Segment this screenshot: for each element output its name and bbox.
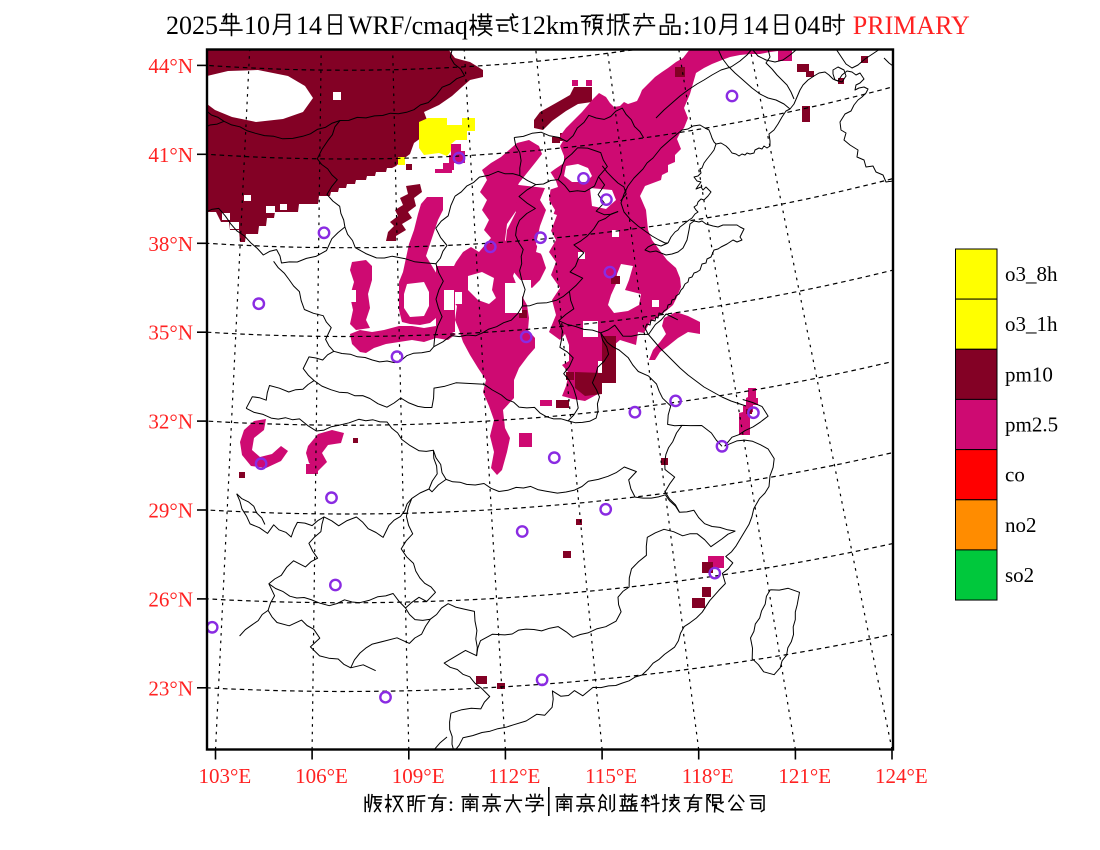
- svg-text:co: co: [1005, 463, 1025, 487]
- svg-text:pm2.5: pm2.5: [1005, 413, 1058, 437]
- svg-text:so2: so2: [1005, 563, 1034, 587]
- svg-text:no2: no2: [1005, 513, 1037, 537]
- svg-text:PRIMARY: PRIMARY: [846, 11, 970, 40]
- svg-text:41°N: 41°N: [148, 143, 193, 167]
- svg-text:2025: 2025: [166, 11, 218, 40]
- svg-text:14: 14: [742, 11, 768, 40]
- svg-text:14: 14: [296, 11, 322, 40]
- svg-text:124°E: 124°E: [875, 764, 928, 788]
- svg-text:32°N: 32°N: [148, 410, 193, 434]
- svg-text:115°E: 115°E: [585, 764, 637, 788]
- svg-text:26°N: 26°N: [148, 587, 193, 611]
- svg-text:121°E: 121°E: [778, 764, 831, 788]
- svg-text:pm10: pm10: [1005, 362, 1053, 386]
- svg-text:118°E: 118°E: [682, 764, 734, 788]
- svg-text:109°E: 109°E: [392, 764, 445, 788]
- svg-text:106°E: 106°E: [295, 764, 348, 788]
- svg-text:103°E: 103°E: [199, 764, 252, 788]
- svg-text:04: 04: [794, 11, 820, 40]
- svg-text:29°N: 29°N: [148, 499, 193, 523]
- svg-text:10: 10: [244, 11, 270, 40]
- svg-text:35°N: 35°N: [148, 321, 193, 345]
- svg-text::: :: [448, 792, 459, 816]
- svg-text:12km: 12km: [520, 11, 579, 40]
- svg-text:112°E: 112°E: [488, 764, 540, 788]
- svg-text:o3_1h: o3_1h: [1005, 312, 1058, 336]
- svg-text:WRF/cmaq: WRF/cmaq: [348, 11, 468, 40]
- svg-text::10: :10: [683, 11, 716, 40]
- svg-text:o3_8h: o3_8h: [1005, 262, 1058, 286]
- svg-text:38°N: 38°N: [148, 232, 193, 256]
- svg-text:23°N: 23°N: [148, 676, 193, 700]
- svg-text:44°N: 44°N: [148, 54, 193, 78]
